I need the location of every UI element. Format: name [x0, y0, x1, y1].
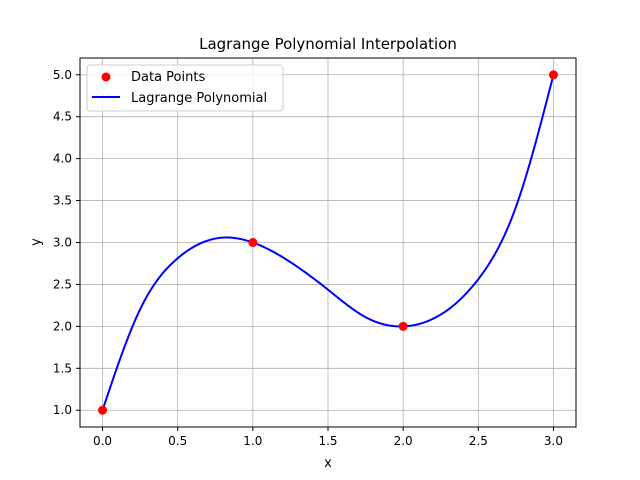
- x-tick-label: 1.5: [318, 434, 337, 448]
- x-tick-label: 0.5: [168, 434, 187, 448]
- data-point: [98, 405, 108, 415]
- legend-label-data-points: Data Points: [131, 70, 205, 85]
- y-tick-label: 4.5: [53, 110, 72, 124]
- grid: [80, 58, 576, 427]
- chart-title: Lagrange Polynomial Interpolation: [199, 35, 457, 53]
- data-point: [398, 321, 408, 331]
- y-tick-label: 1.0: [53, 403, 72, 417]
- legend-marker-data-points: [101, 72, 111, 82]
- x-tick-label: 0.0: [93, 434, 112, 448]
- legend: Data Points Lagrange Polynomial: [86, 64, 284, 112]
- scatter-points: [98, 70, 558, 415]
- y-tick-label: 2.5: [53, 277, 72, 291]
- legend-box: [86, 64, 284, 112]
- y-tick-label: 4.0: [53, 152, 72, 166]
- plot-area: [101, 74, 555, 411]
- y-tick-label: 1.5: [53, 361, 72, 375]
- y-axis-label: y: [29, 238, 44, 246]
- x-tick-label: 2.0: [394, 434, 413, 448]
- y-tick-label: 2.0: [53, 319, 72, 333]
- y-tick-label: 5.0: [53, 68, 72, 82]
- y-axis-ticks: 1.0 1.5 2.0 2.5 3.0 3.5 4.0 4.5 5.0: [53, 68, 80, 417]
- series-line-lagrange-polynomial: [101, 74, 555, 411]
- x-axis-label: x: [324, 456, 332, 471]
- legend-label-lagrange-polynomial: Lagrange Polynomial: [131, 91, 267, 106]
- data-point: [248, 238, 258, 247]
- data-point: [548, 70, 558, 80]
- y-tick-label: 3.5: [53, 194, 72, 208]
- x-axis-ticks: 0.0 0.5 1.0 1.5 2.0 2.5 3.0: [93, 427, 563, 448]
- y-tick-label: 3.0: [53, 236, 72, 250]
- x-tick-label: 2.5: [469, 434, 488, 448]
- x-tick-label: 1.0: [243, 434, 262, 448]
- x-tick-label: 3.0: [544, 434, 563, 448]
